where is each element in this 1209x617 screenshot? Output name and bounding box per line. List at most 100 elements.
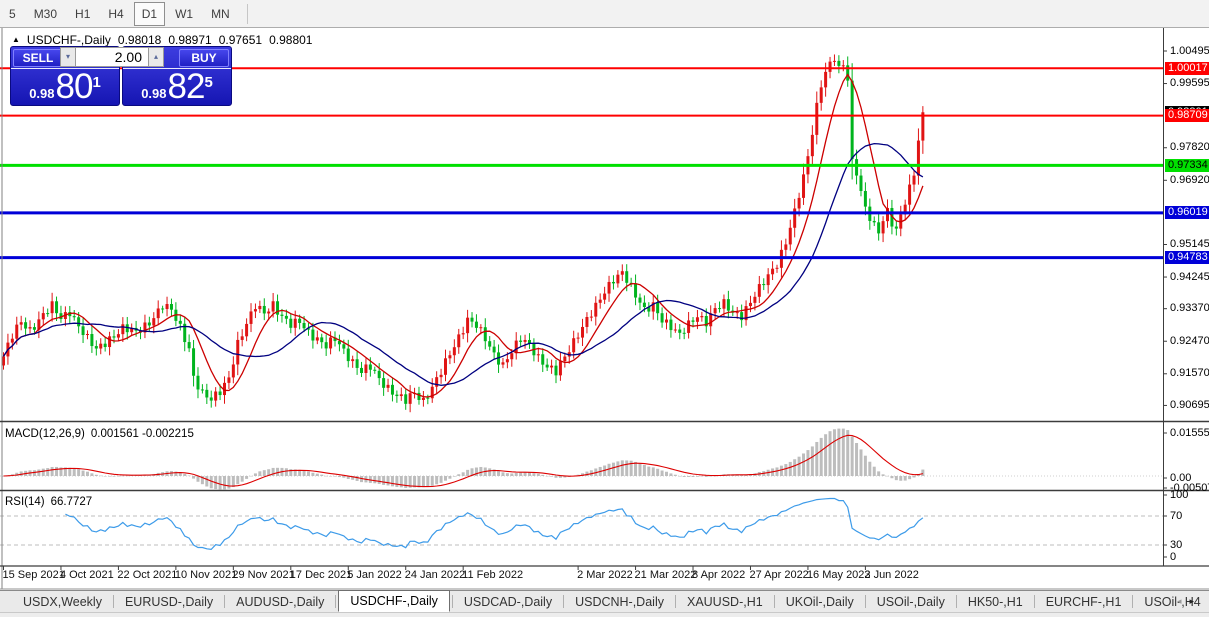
macd-values: 0.001561 -0.002215 xyxy=(90,428,194,440)
tab-scroll-left-icon[interactable]: ◂ xyxy=(1176,596,1190,606)
macd-signal-line xyxy=(3,434,924,488)
timeframe-button-h4[interactable]: H4 xyxy=(108,6,124,21)
timeframe-button-d1[interactable]: D1 xyxy=(133,1,166,26)
symbol-tabs: USDX,Weekly EURUSD-,Daily AUDUSD-,Daily USD… xyxy=(14,589,1209,613)
rsi-label: RSI(14) 66.7727 xyxy=(5,496,92,508)
date-axis-label: 3 Jun 2022 xyxy=(864,569,919,581)
tab-separator xyxy=(563,595,565,608)
symbol-tab-hk50-h1[interactable]: HK50-,H1 xyxy=(967,594,1023,609)
toolbar-divider xyxy=(246,3,248,24)
timeframe-button-5[interactable]: 5 xyxy=(9,6,16,21)
price-level-badge: 1.00017 xyxy=(1165,61,1209,75)
price-level-badge: 0.94783 xyxy=(1165,251,1209,265)
ohlc-open: 0.98018 xyxy=(117,33,162,47)
volume-decrease-button[interactable]: ▾ xyxy=(60,47,76,67)
rsi-axis-tick: 70 xyxy=(1170,509,1183,522)
rsi-axis-tick: 100 xyxy=(1170,488,1189,501)
symbol-info: ▲ USDCHF-,Daily 0.98018 0.98971 0.97651 … xyxy=(12,33,312,47)
sell-price: 0.98 80 1 xyxy=(11,69,119,104)
price-level-badge: 0.97334 xyxy=(1165,158,1209,172)
tab-separator xyxy=(335,595,337,608)
buy-price-prefix: 0.98 xyxy=(141,86,167,101)
price-axis-tick: 0.99595 xyxy=(1170,77,1209,90)
sell-price-pip: 1 xyxy=(92,74,101,91)
tab-separator xyxy=(955,595,957,608)
price-axis: 1.00495 0.99595 0.97820 0.96920 0.95145 0.942… xyxy=(1163,28,1209,590)
rsi-values: 66.7727 xyxy=(50,496,93,508)
symbol-tab-eurchf-h1[interactable]: EURCHF-,H1 xyxy=(1045,594,1122,609)
tab-separator xyxy=(1033,595,1035,608)
price-axis-tick: 0.94245 xyxy=(1170,270,1209,283)
ohlc-high: 0.98971 xyxy=(168,33,212,47)
tab-separator xyxy=(773,595,775,608)
chart-canvas[interactable] xyxy=(0,28,1209,590)
date-axis-label: 21 Mar 2022 xyxy=(634,569,697,581)
price-axis-tick: 0.93370 xyxy=(1170,302,1209,315)
date-axis-label: 11 Feb 2022 xyxy=(462,569,524,581)
date-axis-label: 15 Sep 2021 xyxy=(2,569,65,581)
macd-axis-tick: -0.005075 xyxy=(1170,481,1209,494)
date-axis-label: 8 Apr 2022 xyxy=(692,569,746,581)
date-axis-label: 17 Dec 2021 xyxy=(289,569,353,581)
tab-separator xyxy=(451,595,453,608)
symbol-tab-xauusd-h1[interactable]: XAUUSD-,H1 xyxy=(686,594,763,609)
macd-name: MACD(12,26,9) xyxy=(5,428,85,440)
timeframe-buttons: 5 M30 H1 H4 D1 W1 MN xyxy=(0,1,239,26)
sell-price-prefix: 0.98 xyxy=(29,86,55,101)
sell-button[interactable]: SELL xyxy=(13,49,63,67)
symbol-title: USDCHF-,Daily xyxy=(26,33,111,47)
volume-increase-button[interactable]: ▴ xyxy=(148,47,164,67)
collapse-panel-icon[interactable]: ▲ xyxy=(12,34,20,44)
chart-window: ▲ USDCHF-,Daily 0.98018 0.98971 0.97651 … xyxy=(0,28,1209,590)
symbol-tab-usdchf-daily[interactable]: USDCHF-,Daily xyxy=(338,589,450,612)
ohlc-low: 0.97651 xyxy=(218,33,263,47)
date-axis-label: 2 Mar 2022 xyxy=(577,569,633,581)
price-level-badge: 0.98709 xyxy=(1165,109,1209,123)
date-axis-label: 10 Nov 2021 xyxy=(174,569,238,581)
macd-label: MACD(12,26,9) 0.001561 -0.002215 xyxy=(5,428,194,440)
price-axis-tick: 0.92470 xyxy=(1170,334,1209,347)
macd-histogram xyxy=(2,428,925,490)
buy-price-pip: 5 xyxy=(204,74,213,91)
symbol-tab-ukoil-daily[interactable]: UKOil-,Daily xyxy=(785,594,854,609)
timeframe-button-h1[interactable]: H1 xyxy=(75,6,91,21)
timeframe-button-m30[interactable]: M30 xyxy=(33,6,58,21)
rsi-line xyxy=(65,497,924,551)
macd-axis-tick: 0.00 xyxy=(1170,471,1192,484)
symbol-tab-usdx-weekly[interactable]: USDX,Weekly xyxy=(23,594,102,609)
tab-scroll-right-icon[interactable]: ▸ xyxy=(1189,596,1202,606)
price-axis-tick: 1.00495 xyxy=(1170,44,1209,57)
tab-separator xyxy=(1132,595,1134,608)
timeframe-button-w1[interactable]: W1 xyxy=(175,6,194,21)
status-bar xyxy=(0,612,1209,617)
price-axis-tick: 0.90695 xyxy=(1170,398,1209,411)
price-axis-tick: 0.95145 xyxy=(1170,237,1209,250)
symbol-tab-usdcad-daily[interactable]: USDCAD-,Daily xyxy=(463,594,553,609)
date-axis-label: 4 Oct 2021 xyxy=(59,569,114,581)
buy-button[interactable]: BUY xyxy=(179,49,229,67)
date-axis-label: 5 Jan 2022 xyxy=(347,569,402,581)
date-axis-label: 29 Nov 2021 xyxy=(232,569,295,581)
symbol-tab-eurusd-daily[interactable]: EURUSD-,Daily xyxy=(124,594,214,609)
volume-input[interactable] xyxy=(76,47,148,67)
tab-separator xyxy=(112,595,114,608)
date-axis-label: 24 Jan 2022 xyxy=(404,569,466,581)
date-axis-label: 22 Oct 2021 xyxy=(117,569,178,581)
rsi-name: RSI(14) xyxy=(5,496,45,508)
symbol-tab-audusd-daily[interactable]: AUDUSD-,Daily xyxy=(236,594,325,609)
buy-price: 0.98 82 5 xyxy=(123,69,231,104)
symbol-tabbar: USDX,Weekly EURUSD-,Daily AUDUSD-,Daily USD… xyxy=(0,589,1209,613)
volume-spinner: ▾ ▴ xyxy=(60,47,164,67)
buy-button-row: BUY xyxy=(123,47,231,69)
symbol-tab-usoil-h4[interactable]: USOil-,H4 xyxy=(1144,594,1201,609)
timeframe-toolbar: 5 M30 H1 H4 D1 W1 MN xyxy=(0,0,1209,28)
sell-button-row: SELL xyxy=(11,47,119,69)
timeframe-button-mn[interactable]: MN xyxy=(211,6,230,21)
price-axis-tick: 0.96920 xyxy=(1170,173,1209,186)
tab-separator xyxy=(864,595,866,608)
date-axis-label: 16 May 2022 xyxy=(806,569,871,581)
symbol-tab-usoil-daily[interactable]: USOil-,Daily xyxy=(876,594,945,609)
moving-average-20 xyxy=(2,142,924,386)
symbol-tab-usdcnh-daily[interactable]: USDCNH-,Daily xyxy=(575,594,664,609)
date-axis-label: 27 Apr 2022 xyxy=(749,569,809,581)
